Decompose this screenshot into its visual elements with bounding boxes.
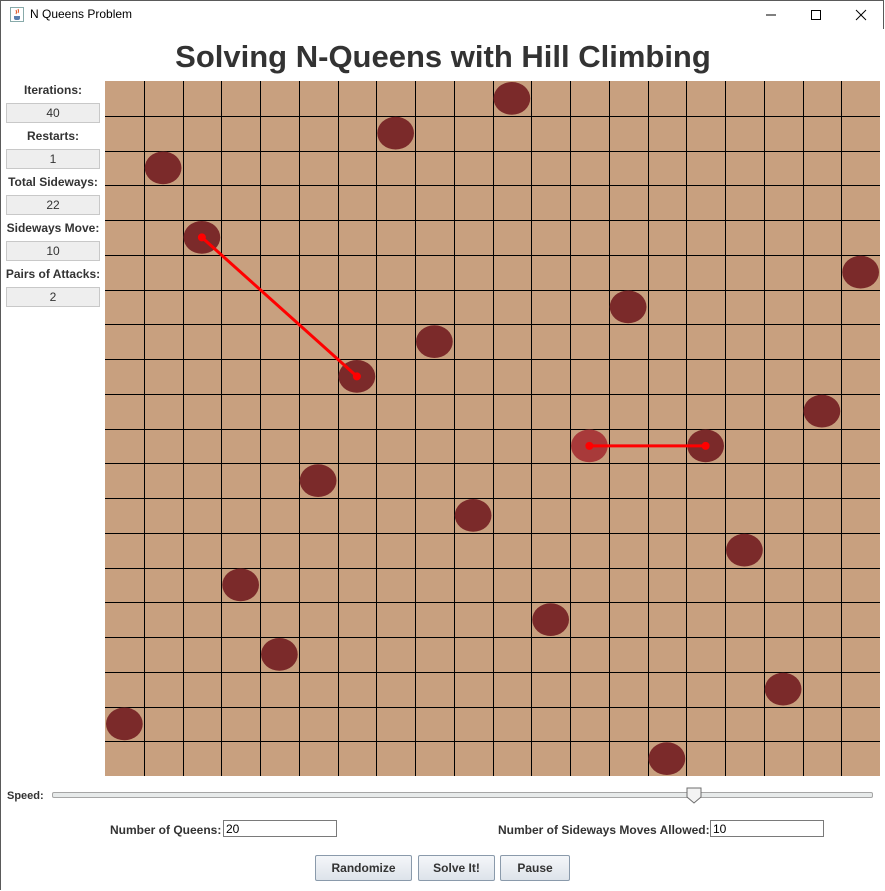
maximize-button[interactable]: [793, 1, 839, 29]
queen-piece[interactable]: [222, 568, 259, 602]
pairs-of-attacks-label: Pairs of Attacks:: [5, 267, 101, 281]
attack-endpoint: [701, 441, 710, 450]
queen-piece[interactable]: [803, 394, 841, 428]
queens-count-input[interactable]: 20: [223, 820, 337, 837]
title-bar: N Queens Problem: [1, 1, 883, 29]
solve-button[interactable]: Solve It!: [418, 855, 495, 881]
attack-endpoint: [585, 441, 594, 450]
randomize-button[interactable]: Randomize: [315, 855, 412, 881]
pairs-of-attacks-value: 2: [6, 287, 100, 307]
iterations-value: 40: [6, 103, 100, 123]
queen-piece[interactable]: [377, 116, 414, 150]
java-cup-icon: [10, 7, 24, 22]
queen-piece[interactable]: [609, 290, 647, 324]
sideways-move-value: 10: [6, 241, 100, 261]
queen-piece[interactable]: [648, 742, 686, 775]
queen-piece[interactable]: [842, 255, 879, 289]
queen-piece[interactable]: [144, 151, 182, 185]
window-title: N Queens Problem: [30, 7, 133, 21]
attack-endpoint: [197, 233, 206, 242]
restarts-label: Restarts:: [26, 129, 80, 143]
iterations-label: Iterations:: [23, 83, 82, 97]
total-sideways-value: 22: [6, 195, 100, 215]
sideways-move-label: Sideways Move:: [6, 221, 100, 235]
queen-piece[interactable]: [493, 82, 531, 115]
close-button[interactable]: [838, 1, 884, 29]
queen-piece[interactable]: [261, 638, 298, 671]
close-icon: [855, 9, 867, 21]
total-sideways-label: Total Sideways:: [8, 175, 98, 189]
sideways-allowed-label: Number of Sideways Moves Allowed:: [498, 823, 710, 837]
minimize-button[interactable]: [748, 1, 794, 29]
restarts-value: 1: [6, 149, 100, 169]
board-background: [105, 81, 880, 776]
queens-count-label: Number of Queens:: [110, 823, 222, 837]
maximize-icon: [811, 10, 821, 20]
queen-piece[interactable]: [726, 533, 763, 567]
attack-endpoint: [352, 372, 361, 381]
page-title: Solving N-Queens with Hill Climbing: [175, 39, 711, 74]
speed-label: Speed:: [7, 790, 44, 802]
queen-piece[interactable]: [454, 499, 492, 532]
pause-button[interactable]: Pause: [500, 855, 570, 881]
queen-piece[interactable]: [532, 603, 569, 636]
speed-slider-thumb[interactable]: [686, 787, 702, 804]
content-panel: Solving N-Queens with Hill Climbing Iter…: [1, 29, 885, 891]
sideways-allowed-input[interactable]: 10: [710, 820, 824, 837]
queen-piece[interactable]: [106, 707, 143, 741]
queen-piece[interactable]: [299, 464, 337, 497]
queen-piece[interactable]: [764, 672, 802, 706]
minimize-icon: [766, 14, 776, 16]
attack-line: [200, 236, 358, 378]
queen-piece[interactable]: [416, 325, 453, 358]
chess-board[interactable]: [105, 81, 880, 776]
speed-slider-track[interactable]: [52, 792, 873, 798]
